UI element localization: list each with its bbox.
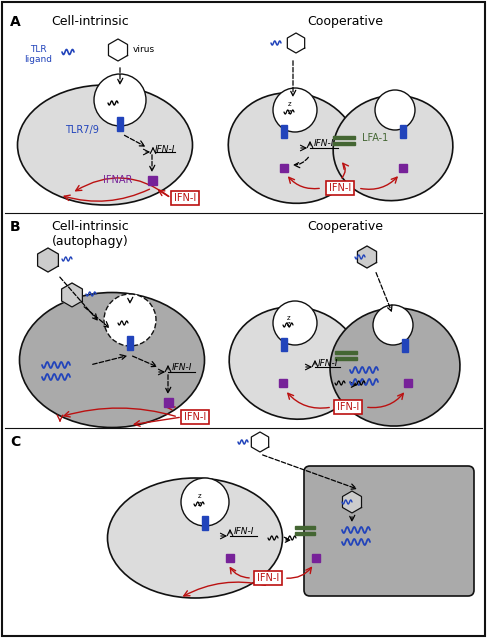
- Text: z
z: z z: [287, 315, 291, 327]
- Bar: [279, 379, 287, 387]
- Text: TLR
ligand: TLR ligand: [24, 45, 52, 64]
- Text: IFN-I: IFN-I: [155, 145, 175, 154]
- Text: z
z: z z: [288, 101, 292, 114]
- Ellipse shape: [108, 478, 282, 598]
- Text: IFN-I: IFN-I: [314, 140, 334, 149]
- Text: IFN-I: IFN-I: [318, 359, 338, 367]
- Ellipse shape: [18, 85, 192, 205]
- Bar: [280, 164, 288, 172]
- Bar: [333, 135, 355, 138]
- Ellipse shape: [333, 95, 453, 201]
- Polygon shape: [62, 283, 82, 307]
- Text: TLR7/9: TLR7/9: [65, 125, 99, 135]
- Polygon shape: [109, 39, 128, 61]
- Polygon shape: [342, 491, 361, 513]
- Bar: [148, 175, 156, 184]
- Text: B: B: [10, 220, 20, 234]
- Text: Cooperative: Cooperative: [307, 220, 383, 233]
- Bar: [281, 124, 287, 138]
- Bar: [400, 124, 406, 138]
- Polygon shape: [37, 248, 58, 272]
- Text: LFA-1: LFA-1: [362, 133, 388, 143]
- Text: A: A: [10, 15, 21, 29]
- Bar: [127, 336, 133, 350]
- Text: IFN-I: IFN-I: [174, 193, 196, 203]
- Circle shape: [273, 88, 317, 132]
- Ellipse shape: [228, 93, 358, 204]
- Text: virus: virus: [133, 45, 155, 54]
- Text: IFN-I: IFN-I: [257, 573, 279, 583]
- Text: Cell-intrinsic
(autophagy): Cell-intrinsic (autophagy): [51, 220, 129, 248]
- Bar: [335, 357, 357, 359]
- Circle shape: [181, 478, 229, 526]
- Text: IFN-I: IFN-I: [329, 183, 351, 193]
- Bar: [117, 117, 123, 131]
- Text: C: C: [10, 435, 20, 449]
- Text: IFN-I: IFN-I: [184, 412, 206, 422]
- Text: IFNAR: IFNAR: [103, 175, 132, 185]
- Bar: [312, 554, 320, 562]
- Bar: [226, 554, 234, 562]
- Bar: [333, 142, 355, 144]
- Bar: [402, 339, 408, 352]
- Bar: [281, 338, 287, 350]
- Circle shape: [373, 305, 413, 345]
- Circle shape: [94, 74, 146, 126]
- Text: Cooperative: Cooperative: [307, 15, 383, 28]
- Bar: [202, 516, 208, 530]
- Text: IFN-I: IFN-I: [234, 528, 254, 537]
- Circle shape: [273, 301, 317, 345]
- Text: IFN-I: IFN-I: [337, 402, 359, 412]
- Ellipse shape: [19, 292, 205, 427]
- FancyBboxPatch shape: [304, 466, 474, 596]
- Ellipse shape: [330, 308, 460, 426]
- Bar: [404, 379, 412, 387]
- Bar: [335, 350, 357, 353]
- Text: z
z: z z: [198, 494, 202, 507]
- Polygon shape: [357, 246, 376, 268]
- Bar: [399, 164, 407, 172]
- Polygon shape: [287, 33, 305, 53]
- Ellipse shape: [229, 307, 361, 419]
- Bar: [164, 397, 172, 406]
- Circle shape: [104, 294, 156, 346]
- Polygon shape: [251, 432, 269, 452]
- Bar: [295, 526, 315, 528]
- Text: Cell-intrinsic: Cell-intrinsic: [51, 15, 129, 28]
- Text: IFN-I: IFN-I: [172, 364, 192, 373]
- Circle shape: [375, 90, 415, 130]
- Bar: [295, 531, 315, 535]
